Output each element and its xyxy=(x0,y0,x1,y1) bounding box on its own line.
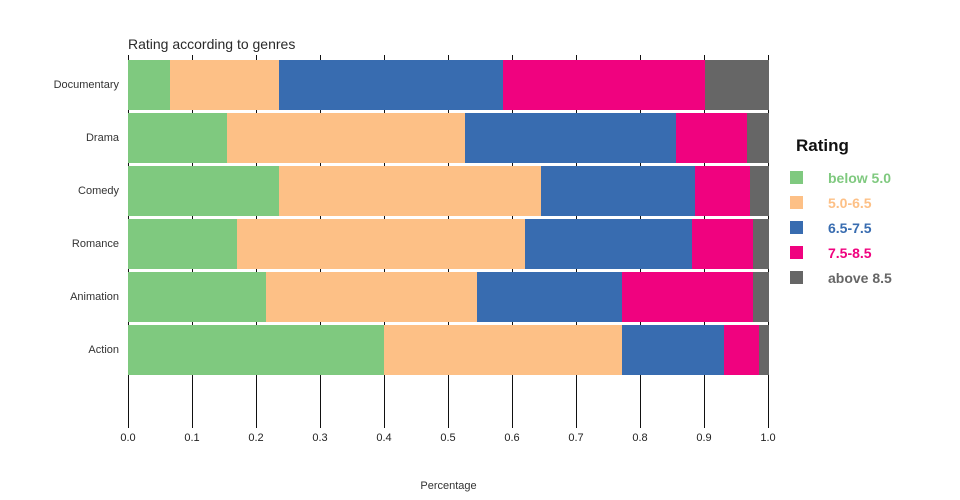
x-tick-label-0.8: 0.8 xyxy=(632,432,648,444)
bar-segment-comedy-above-8-5 xyxy=(749,166,769,216)
bar-segment-animation-below-5-0 xyxy=(128,272,266,322)
x-tick-label-0.1: 0.1 xyxy=(184,432,200,444)
x-axis-title: Percentage xyxy=(420,480,477,492)
bar-segment-documentary-above-8-5 xyxy=(704,60,769,110)
legend-label-5-0-6-5: 5.0-6.5 xyxy=(828,194,872,211)
bar-segment-romance-above-8-5 xyxy=(752,219,769,269)
legend-swatch-6-5-7-5 xyxy=(790,221,803,234)
x-tick-label-0.9: 0.9 xyxy=(696,432,712,444)
bar-segment-comedy-below-5-0 xyxy=(128,166,279,216)
y-tick-label-animation: Animation xyxy=(70,291,119,303)
bar-row-documentary xyxy=(128,60,769,110)
plot-panel xyxy=(128,55,769,428)
x-tick-label-0.2: 0.2 xyxy=(248,432,264,444)
legend-item-5-0-6-5: 5.0-6.5 xyxy=(790,190,892,215)
bar-segment-action-5-0-6-5 xyxy=(384,325,622,375)
bar-segment-romance-7-5-8-5 xyxy=(692,219,753,269)
bar-segment-comedy-5-0-6-5 xyxy=(278,166,542,216)
bar-segment-drama-5-0-6-5 xyxy=(227,113,465,163)
bar-segment-animation-7-5-8-5 xyxy=(621,272,753,322)
legend-swatch-below-5-0 xyxy=(790,171,803,184)
x-tick-label-0.6: 0.6 xyxy=(504,432,520,444)
bar-segment-animation-above-8-5 xyxy=(752,272,769,322)
x-tick-label-0.5: 0.5 xyxy=(440,432,456,444)
bar-segment-animation-5-0-6-5 xyxy=(265,272,478,322)
bar-row-romance xyxy=(128,219,769,269)
legend-label-7-5-8-5: 7.5-8.5 xyxy=(828,244,872,261)
bar-segment-documentary-5-0-6-5 xyxy=(169,60,279,110)
legend-item-6-5-7-5: 6.5-7.5 xyxy=(790,215,892,240)
x-tick-label-0.0: 0.0 xyxy=(120,432,136,444)
legend-swatch-above-8-5 xyxy=(790,271,803,284)
legend-label-below-5-0: below 5.0 xyxy=(828,169,892,186)
legend-label-6-5-7-5: 6.5-7.5 xyxy=(828,219,872,236)
bar-segment-action-below-5-0 xyxy=(128,325,385,375)
x-tick-label-0.4: 0.4 xyxy=(376,432,392,444)
legend-swatch-7-5-8-5 xyxy=(790,246,803,259)
bar-segment-romance-5-0-6-5 xyxy=(236,219,526,269)
y-tick-label-action: Action xyxy=(88,344,119,356)
bar-segment-comedy-6-5-7-5 xyxy=(541,166,696,216)
bar-segment-action-6-5-7-5 xyxy=(621,325,725,375)
legend-label-above-8-5: above 8.5 xyxy=(828,269,892,286)
bar-segment-documentary-6-5-7-5 xyxy=(278,60,503,110)
y-tick-label-drama: Drama xyxy=(85,132,119,144)
bar-segment-drama-below-5-0 xyxy=(128,113,228,163)
legend-item-below-5-0: below 5.0 xyxy=(790,165,892,190)
bar-segment-drama-above-8-5 xyxy=(746,113,769,163)
y-tick-label-romance: Romance xyxy=(71,238,119,250)
bar-row-comedy xyxy=(128,166,769,216)
legend-item-above-8-5: above 8.5 xyxy=(790,265,892,290)
bar-segment-drama-6-5-7-5 xyxy=(464,113,677,163)
bar-segment-documentary-7-5-8-5 xyxy=(502,60,705,110)
bar-row-action xyxy=(128,325,769,375)
bar-segment-action-7-5-8-5 xyxy=(724,325,760,375)
bar-row-animation xyxy=(128,272,769,322)
bar-segment-documentary-below-5-0 xyxy=(128,60,170,110)
y-tick-label-comedy: Comedy xyxy=(78,185,119,197)
legend-items: below 5.0 5.0-6.5 6.5-7.5 7.5-8.5 above 8.5 xyxy=(790,165,892,290)
bar-row-drama xyxy=(128,113,769,163)
x-tick-label-1.0: 1.0 xyxy=(760,432,776,444)
y-tick-label-documentary: Documentary xyxy=(53,79,119,91)
bar-segment-action-above-8-5 xyxy=(759,325,769,375)
legend-swatch-5-0-6-5 xyxy=(790,196,803,209)
legend-title: Rating xyxy=(796,136,849,155)
legend-item-7-5-8-5: 7.5-8.5 xyxy=(790,240,892,265)
bar-segment-comedy-7-5-8-5 xyxy=(695,166,750,216)
bar-segment-drama-7-5-8-5 xyxy=(676,113,747,163)
bar-segment-animation-6-5-7-5 xyxy=(477,272,622,322)
x-tick-label-0.7: 0.7 xyxy=(568,432,584,444)
bar-segment-romance-below-5-0 xyxy=(128,219,237,269)
bar-segment-romance-6-5-7-5 xyxy=(525,219,693,269)
x-tick-label-0.3: 0.3 xyxy=(312,432,328,444)
legend: Rating below 5.0 5.0-6.5 6.5-7.5 7.5-8.5 abo… xyxy=(790,136,892,290)
chart-title: Rating according to genres xyxy=(128,36,296,52)
